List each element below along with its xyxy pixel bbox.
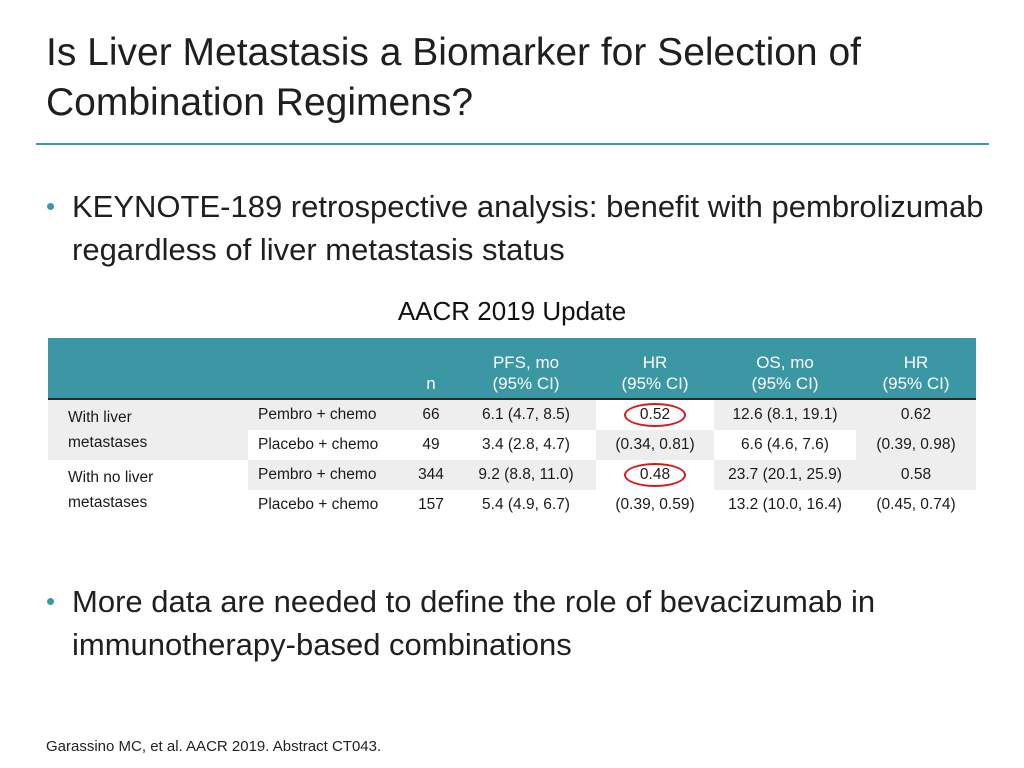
pfs-hr-cell: 0.52 (596, 399, 714, 430)
header-os: OS, mo (95% CI) (714, 338, 856, 400)
arm-cell: Placebo + chemo (258, 436, 379, 453)
header-n: n (406, 338, 456, 400)
bullet-2: • More data are needed to define the rol… (46, 580, 996, 670)
os-cell: 23.7 (20.1, 25.9) (714, 460, 856, 490)
table-row: With no liver metastases Pembro + chemo 3… (48, 460, 976, 511)
header-arm (248, 338, 406, 400)
bullet-1-text: KEYNOTE-189 retrospective analysis: bene… (72, 189, 984, 267)
os-hr-cell: (0.45, 0.74) (876, 496, 956, 513)
os-cell: 12.6 (8.1, 19.1) (714, 399, 856, 430)
table-title: AACR 2019 Update (397, 296, 627, 326)
bullet-2-text: More data are needed to define the role … (72, 584, 876, 662)
pfs-cell: 5.4 (4.9, 6.7) (482, 496, 570, 513)
os-hr-cell: 0.58 (856, 460, 976, 490)
pfs-hr-cell: (0.39, 0.59) (615, 496, 695, 513)
n-cell: 157 (418, 496, 444, 513)
table-row: With liver metastases Pembro + chemo 66 6… (48, 399, 976, 460)
pfs-cell: 3.4 (2.8, 4.7) (482, 436, 570, 453)
header-pfs: PFS, mo (95% CI) (456, 338, 596, 400)
bullet-1: • KEYNOTE-189 retrospective analysis: be… (46, 185, 996, 275)
os-hr-cell: (0.39, 0.98) (856, 430, 976, 460)
header-pfs-hr: HR (95% CI) (596, 338, 714, 400)
arm-cell: Pembro + chemo (248, 399, 406, 430)
n-cell: 66 (406, 399, 456, 430)
n-cell: 49 (422, 436, 440, 453)
os-cell: 6.6 (4.6, 7.6) (741, 436, 829, 453)
header-os-hr: HR (95% CI) (856, 338, 976, 400)
pfs-hr-cell: (0.34, 0.81) (596, 430, 714, 460)
n-cell: 344 (406, 460, 456, 490)
highlight-circle: 0.48 (623, 463, 687, 487)
highlight-circle: 0.52 (623, 403, 687, 427)
os-cell: 13.2 (10.0, 16.4) (728, 496, 842, 513)
group-label: With no liver metastases (68, 469, 154, 511)
arm-cell: Placebo + chemo (258, 496, 379, 513)
bullet-dot-icon: • (46, 586, 56, 616)
pfs-hr-cell: 0.48 (596, 460, 714, 490)
title-divider (36, 143, 989, 145)
slide-title: Is Liver Metastasis a Biomarker for Sele… (46, 31, 861, 124)
os-hr-cell: 0.62 (856, 399, 976, 430)
arm-cell: Pembro + chemo (248, 460, 406, 490)
results-table: n PFS, mo (95% CI) HR (95% CI) OS, mo (95% … (48, 338, 976, 520)
header-group (48, 338, 248, 400)
group-label: With liver metastases (48, 399, 248, 460)
bullet-dot-icon: • (46, 191, 56, 221)
table-row: Placebo + chemo 49 3.4 (2.8, 4.7) (0.34,… (48, 430, 976, 460)
reference-citation: Garassino MC, et al. AACR 2019. Abstract… (46, 738, 382, 755)
table-row: Placebo + chemo 157 5.4 (4.9, 6.7) (0.39… (48, 490, 976, 520)
table-header-row: n PFS, mo (95% CI) HR (95% CI) OS, mo (95% … (48, 338, 976, 400)
pfs-cell: 9.2 (8.8, 11.0) (456, 460, 596, 490)
pfs-cell: 6.1 (4.7, 8.5) (456, 399, 596, 430)
